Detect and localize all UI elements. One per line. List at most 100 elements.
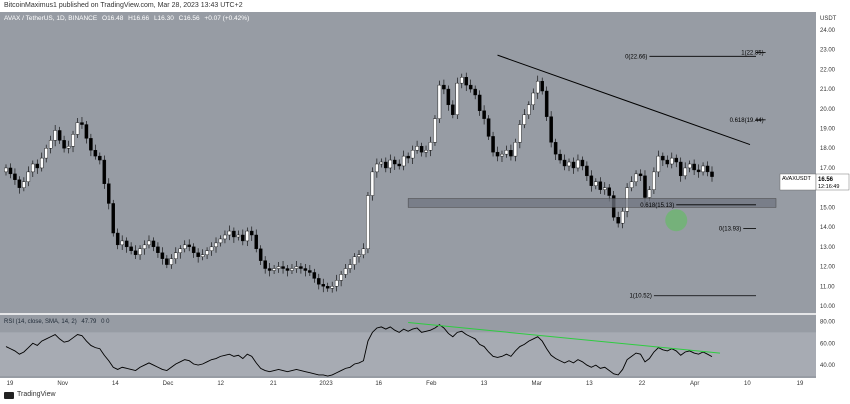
candle-body: [580, 159, 585, 167]
candle-body: [585, 165, 589, 177]
candle-body: [531, 92, 536, 106]
time-tick-label: 10: [744, 381, 751, 387]
candle-body: [415, 146, 419, 151]
candle-body: [576, 159, 580, 169]
candle-body: [527, 104, 531, 115]
footer: TradingView: [0, 388, 56, 402]
fib-label: 1(22.85): [741, 51, 763, 57]
candle-body: [522, 114, 527, 125]
candle-body: [384, 161, 388, 169]
candle-body: [696, 169, 701, 173]
candle-body: [607, 187, 611, 196]
candle-body: [84, 124, 89, 139]
candle-body: [290, 268, 294, 271]
price-change: +0.07 (+0.42%): [204, 15, 250, 22]
candle-body: [107, 183, 111, 204]
candle-body: [397, 163, 401, 167]
time-tick-label: 13: [481, 381, 488, 387]
fib-label: 0(22.66): [625, 54, 647, 60]
rsi-value: 47.79: [81, 319, 97, 325]
price-tick-label: 17.00: [820, 166, 836, 172]
candle-body: [156, 246, 160, 253]
candle-body: [424, 149, 428, 153]
time-tick-label: 12: [217, 381, 224, 387]
rsi-tick-label: 80.00: [820, 319, 836, 325]
candle-body: [518, 124, 522, 143]
last-price-symbol: AVAXUSDT: [782, 176, 811, 182]
candle-body: [687, 163, 692, 169]
last-price-label: AVAXUSDT 16.56 12:16:49: [779, 173, 850, 191]
chart-background: [0, 12, 816, 378]
candle-body: [388, 159, 393, 169]
candle-body: [133, 250, 138, 255]
candle-body: [89, 138, 93, 151]
rsi-band: [0, 332, 816, 376]
candle-body: [75, 122, 80, 135]
candle-body: [468, 84, 473, 90]
candle-body: [165, 258, 169, 265]
rsi-info-line: RSI (14, close, SMA, 14, 2) 47.79 0 0: [4, 319, 112, 325]
time-tick-label: 16: [375, 381, 382, 387]
candle-body: [62, 140, 66, 149]
time-tick-label: 19: [797, 381, 804, 387]
fib-label: 0.618(19.44): [730, 118, 764, 124]
candle-body: [35, 163, 40, 169]
candle-body: [174, 252, 178, 259]
candle-body: [8, 167, 13, 175]
candle-body: [535, 80, 540, 94]
candle-body: [13, 173, 17, 180]
candle-body: [473, 88, 477, 96]
ohlc-open: O16.48: [102, 15, 124, 22]
candle-body: [312, 272, 317, 279]
candles-group: [4, 72, 714, 293]
candle-body: [406, 155, 410, 159]
candle-body: [419, 146, 424, 153]
last-price-countdown: 12:16:49: [818, 184, 839, 190]
highlight-circle: [665, 209, 688, 232]
candle-body: [401, 155, 406, 167]
price-tick-label: 18.00: [820, 146, 836, 152]
candle-body: [433, 118, 437, 143]
candle-body: [178, 248, 183, 253]
candle-body: [325, 286, 330, 289]
time-tick-label: 2023: [319, 381, 333, 387]
candle-body: [330, 286, 334, 289]
time-tick-label: Dec: [163, 381, 174, 387]
time-tick-label: 22: [639, 381, 646, 387]
candle-body: [267, 268, 272, 271]
candle-body: [683, 167, 687, 177]
ohlc-high: H16.66: [128, 15, 150, 22]
publisher-header: BitcoinMaximus1 published on TradingView…: [0, 0, 850, 12]
price-tick-label: 11.00: [820, 284, 835, 290]
candle-body: [147, 240, 151, 246]
candle-body: [102, 159, 107, 184]
candle-body: [205, 250, 209, 255]
candle-body: [169, 258, 174, 265]
candle-body: [692, 163, 696, 171]
candle-body: [44, 148, 48, 159]
candle-body: [451, 104, 455, 115]
time-tick-label: 14: [112, 381, 119, 387]
candle-body: [549, 116, 553, 143]
candle-body: [281, 266, 285, 269]
candle-body: [661, 155, 665, 161]
candle-body: [357, 254, 361, 257]
candle-body: [558, 153, 562, 161]
price-chart[interactable]: 0.618(15.13) 0(13.93) 1(10.52) 0(22.66) 1(22…: [0, 12, 850, 404]
candle-body: [124, 240, 129, 248]
candle-body: [245, 230, 250, 242]
tradingview-logo-icon: [4, 391, 14, 399]
candle-body: [705, 165, 710, 173]
candle-body: [111, 203, 115, 234]
candle-body: [294, 266, 299, 269]
candle-body: [93, 149, 98, 157]
candle-body: [209, 246, 214, 251]
price-tick-label: 14.00: [820, 225, 836, 231]
candle-body: [339, 274, 343, 281]
candle-body: [53, 130, 57, 141]
candle-body: [366, 195, 370, 250]
candle-body: [334, 280, 339, 287]
candle-body: [428, 142, 433, 151]
candle-body: [223, 234, 227, 240]
candle-body: [477, 94, 482, 111]
